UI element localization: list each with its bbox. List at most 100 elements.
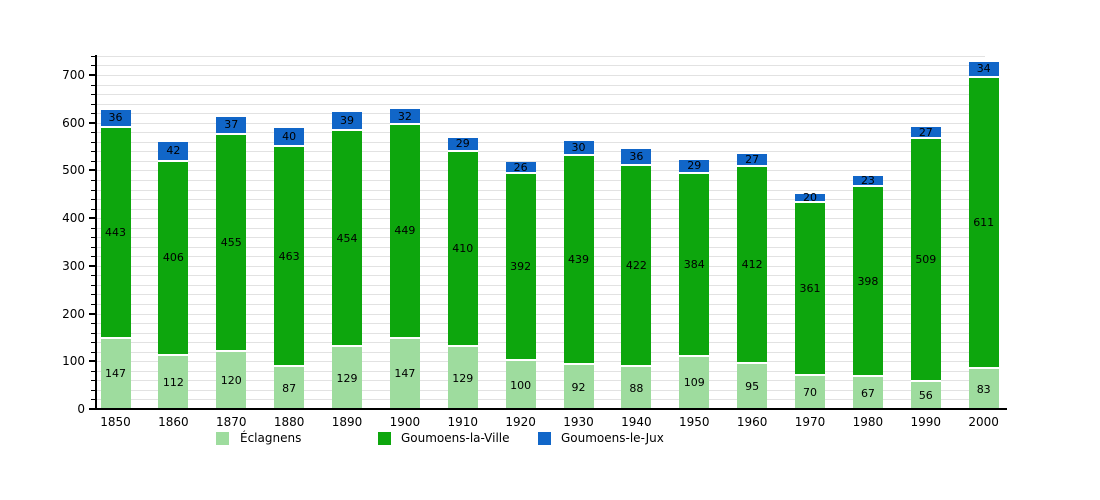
legend-swatch-goumoens-le-jux [538, 432, 551, 445]
x-tick-label-1850: 1850 [100, 415, 131, 429]
bar-segment-goumoens-la-ville-1920: 392 [505, 174, 536, 362]
x-tick-label-1920: 1920 [505, 415, 536, 429]
x-tick-label-1890: 1890 [331, 415, 363, 429]
bar-segment-goumoens-le-jux-1990: 27 [910, 125, 941, 140]
x-tick-label-2000: 2000 [968, 415, 999, 429]
y-axis-minor-tick [91, 227, 95, 229]
bar-value-label: 361 [799, 281, 821, 295]
bar-value-label: 92 [571, 380, 586, 394]
bar-value-label: 455 [220, 235, 242, 249]
bar-segment-goumoens-la-ville-1860: 406 [158, 161, 189, 356]
bar-segment-goumoens-la-ville-1880: 463 [274, 146, 305, 368]
bar-value-label: 439 [568, 252, 590, 266]
y-axis-minor-tick [91, 237, 95, 239]
bar-value-label: 443 [105, 225, 126, 239]
gridline [97, 65, 985, 67]
bar-value-label: 23 [860, 174, 875, 188]
y-axis-tick-label: 0 [77, 402, 85, 416]
bar-segment-goumoens-le-jux-1880: 40 [274, 127, 305, 147]
bar-value-label: 34 [976, 62, 991, 76]
y-axis-minor-tick [91, 284, 95, 286]
bar-value-label: 56 [918, 389, 933, 403]
bar-segment-goumoens-le-jux-2000: 34 [968, 61, 999, 78]
y-axis-minor-tick [91, 294, 95, 296]
bar-value-label: 109 [683, 376, 705, 390]
y-axis-minor-tick [91, 304, 95, 306]
y-axis-minor-tick [91, 342, 95, 344]
bar-segment-clagnens-1850: 147 [100, 338, 131, 409]
gridline [97, 399, 985, 401]
bar-value-label: 36 [629, 149, 644, 163]
y-axis-tick-label: 300 [62, 258, 85, 273]
y-axis-line [95, 55, 97, 410]
legend-swatch-clagnens [216, 432, 229, 445]
y-axis-minor-tick [91, 323, 95, 325]
bar-value-label: 147 [394, 367, 416, 381]
bar-value-label: 36 [108, 111, 123, 125]
y-axis-tick [89, 74, 96, 77]
gridline [97, 179, 985, 181]
y-axis-tick [89, 312, 96, 315]
bar-value-label: 67 [860, 386, 875, 400]
gridline [97, 227, 985, 229]
x-tick-label-1880: 1880 [273, 415, 305, 429]
bar-value-label: 26 [513, 160, 528, 174]
bar-segment-goumoens-la-ville-1970: 361 [795, 203, 826, 376]
bar-value-label: 70 [803, 385, 818, 399]
bar-value-label: 454 [336, 231, 358, 245]
bar-segment-goumoens-le-jux-1890: 39 [332, 112, 363, 131]
bar-segment-clagnens-1880: 87 [274, 367, 305, 409]
gridline [97, 218, 985, 220]
gridline [97, 103, 985, 105]
y-axis-minor-tick [91, 380, 95, 382]
y-axis-tick [89, 121, 96, 124]
bar-segment-goumoens-la-ville-1890: 454 [332, 130, 363, 348]
x-tick-label-1860: 1860 [158, 415, 189, 429]
bar-value-label: 509 [915, 253, 937, 267]
bar-segment-clagnens-1860: 112 [158, 355, 189, 409]
y-axis-tick [89, 408, 96, 410]
y-axis-tick-label: 200 [62, 306, 85, 321]
y-axis-minor-tick [91, 275, 95, 277]
bar-segment-clagnens-1980: 67 [852, 377, 883, 409]
legend-label-goumoens-la-ville: Goumoens-la-Ville [401, 431, 510, 445]
y-axis-minor-tick [91, 179, 95, 181]
bar-value-label: 27 [918, 125, 933, 139]
bar-value-label: 39 [340, 114, 355, 128]
bar-segment-clagnens-2000: 83 [968, 369, 999, 409]
bar-value-label: 120 [220, 373, 242, 387]
gridline [97, 113, 985, 115]
bar-segment-goumoens-le-jux-1900: 32 [389, 109, 420, 125]
x-tick-label-1980: 1980 [852, 415, 884, 429]
bar-segment-clagnens-1910: 129 [447, 347, 478, 409]
y-axis-tick-label: 100 [62, 354, 85, 369]
bar-segment-clagnens-1990: 56 [910, 382, 941, 409]
bar-value-label: 32 [397, 109, 412, 123]
gridline [97, 237, 985, 239]
bar-segment-goumoens-la-ville-1960: 412 [737, 167, 768, 364]
y-axis-tick [89, 217, 96, 220]
bar-value-label: 27 [745, 153, 760, 167]
gridline [97, 189, 985, 191]
bar-segment-clagnens-1960: 95 [737, 363, 768, 409]
bar-value-label: 30 [571, 141, 586, 154]
bar-value-label: 95 [745, 379, 760, 393]
bar-segment-clagnens-1920: 100 [505, 361, 536, 409]
y-axis-minor-tick [91, 141, 95, 143]
bar-segment-goumoens-la-ville-1900: 449 [389, 124, 420, 339]
gridline [97, 256, 985, 258]
bar-segment-goumoens-le-jux-1930: 30 [563, 141, 594, 156]
y-axis-minor-tick [91, 256, 95, 258]
bar-value-label: 42 [166, 144, 181, 158]
bar-value-label: 88 [629, 381, 644, 395]
bar-segment-goumoens-le-jux-1920: 26 [505, 160, 536, 175]
bar-segment-goumoens-la-ville-1870: 455 [216, 134, 247, 352]
bar-value-label: 410 [452, 242, 474, 256]
gridline [97, 141, 985, 143]
gridline [97, 265, 985, 267]
bar-value-label: 100 [510, 378, 532, 392]
bar-value-label: 29 [455, 137, 470, 151]
bar-segment-clagnens-1870: 120 [216, 351, 247, 409]
gridline [97, 275, 985, 277]
